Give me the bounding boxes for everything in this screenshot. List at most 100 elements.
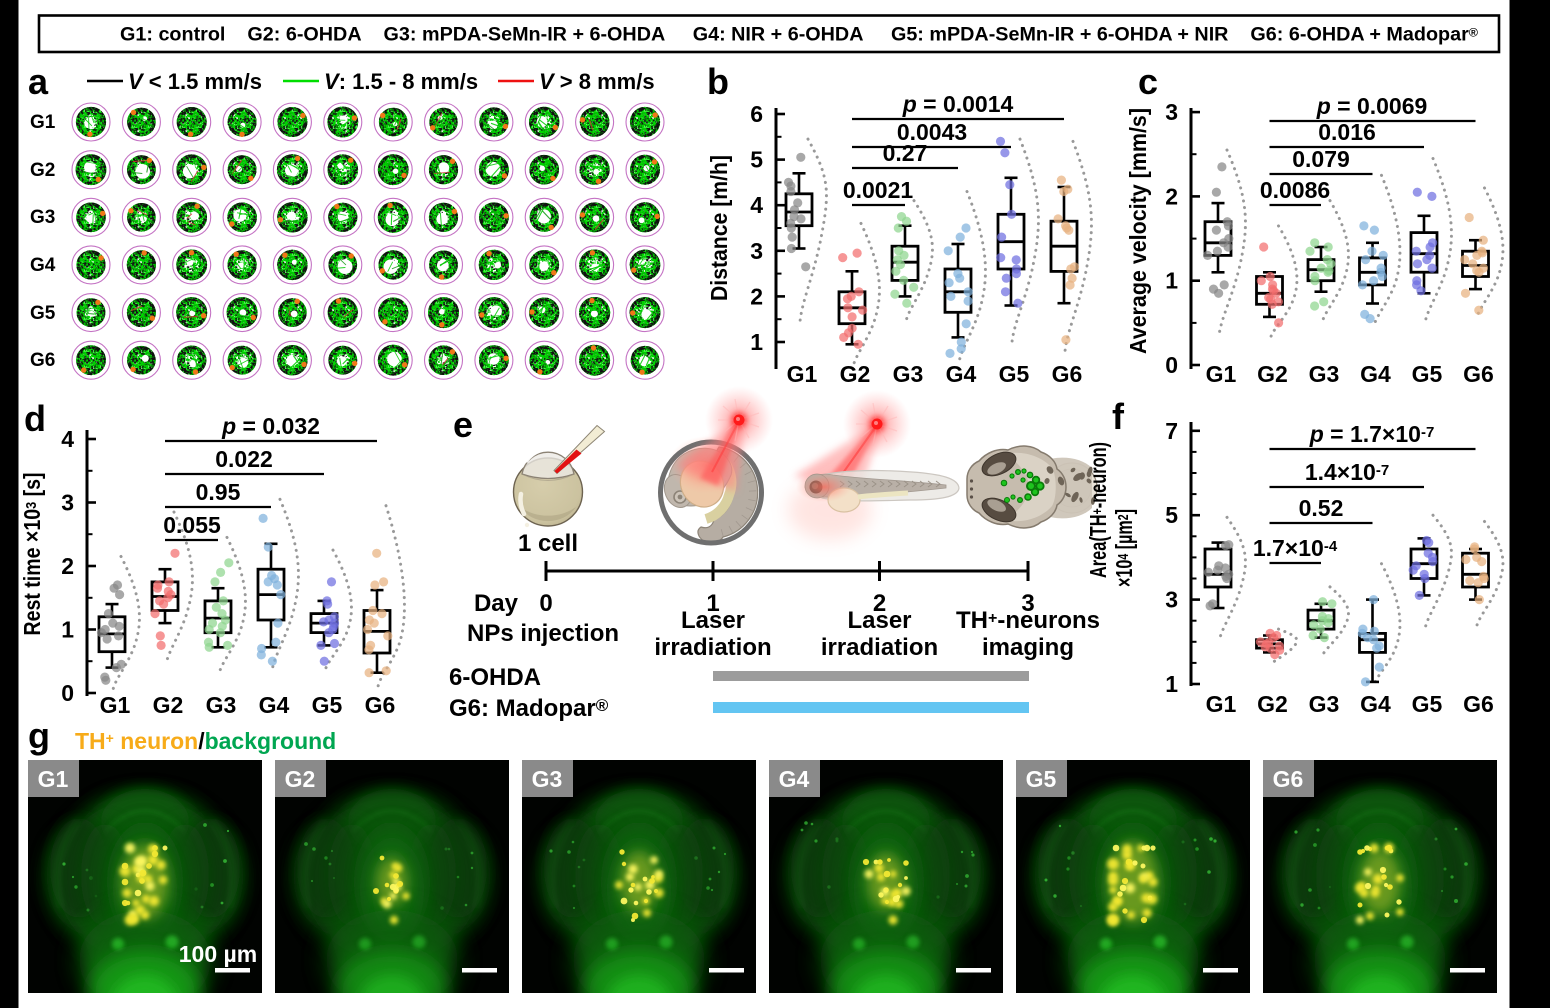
svg-text:0.016: 0.016: [1318, 119, 1376, 145]
svg-text:×104 [µm2]: ×104 [µm2]: [1111, 509, 1137, 587]
svg-text:5: 5: [750, 147, 763, 173]
svg-text:G6: G6: [365, 692, 396, 718]
svg-text:p = 0.0069: p = 0.0069: [1316, 93, 1428, 119]
svg-text:G1: G1: [100, 692, 131, 718]
svg-text:imaging: imaging: [982, 634, 1074, 661]
svg-text:G5: G5: [1412, 361, 1443, 387]
svg-text:0.0086: 0.0086: [1260, 177, 1330, 203]
svg-text:2: 2: [873, 590, 886, 617]
svg-text:p = 0.0014: p = 0.0014: [902, 91, 1014, 117]
svg-text:p = 0.032: p = 0.032: [221, 413, 320, 439]
svg-text:a: a: [28, 61, 49, 102]
svg-text:1: 1: [750, 329, 763, 355]
svg-text:G1: control G2: 6-OHDA G: G1: control G2: 6-OHDA G3: mPDA-SeMn-IR …: [120, 25, 1478, 46]
svg-text:G3: G3: [893, 361, 924, 387]
svg-text:d: d: [24, 398, 46, 439]
svg-text:G1: G1: [30, 112, 56, 133]
svg-text:Distance [m/h]: Distance [m/h]: [706, 155, 732, 301]
svg-text:NPs injection: NPs injection: [467, 620, 619, 647]
svg-text:2: 2: [61, 553, 74, 579]
svg-text:3: 3: [1021, 590, 1034, 617]
svg-text:irradiation: irradiation: [821, 634, 938, 661]
svg-text:1: 1: [61, 617, 74, 643]
svg-text:1: 1: [1165, 268, 1178, 294]
svg-text:0.0043: 0.0043: [897, 119, 967, 145]
svg-text:G2: G2: [1257, 691, 1288, 717]
svg-text:G5: G5: [999, 361, 1030, 387]
svg-text:G3: G3: [1309, 691, 1340, 717]
svg-text:G1: G1: [38, 766, 69, 792]
svg-text:2: 2: [750, 283, 763, 309]
svg-text:G2: G2: [1257, 361, 1288, 387]
svg-text:1.7×10-4: 1.7×10-4: [1253, 535, 1338, 561]
svg-text:G6: G6: [1463, 691, 1494, 717]
svg-text:G3: G3: [532, 766, 563, 792]
svg-text:5: 5: [1165, 502, 1178, 528]
svg-text:G2: G2: [30, 160, 55, 181]
svg-text:G3: G3: [206, 692, 237, 718]
svg-text:G4: G4: [30, 255, 56, 276]
svg-text:0.0021: 0.0021: [843, 177, 914, 203]
svg-text:G6: G6: [30, 350, 55, 371]
svg-text:0.95: 0.95: [196, 479, 241, 505]
svg-text:G4: G4: [259, 692, 290, 718]
svg-text:p = 1.7×10-7: p = 1.7×10-7: [1309, 421, 1435, 447]
svg-text:V > 8 mm/s: V > 8 mm/s: [539, 69, 655, 94]
svg-text:6: 6: [750, 101, 763, 127]
svg-text:7: 7: [1165, 418, 1178, 444]
svg-text:G4: G4: [1360, 361, 1391, 387]
svg-text:3: 3: [1165, 587, 1178, 613]
svg-text:G4: G4: [946, 361, 977, 387]
svg-text:V < 1.5 mm/s: V < 1.5 mm/s: [128, 69, 262, 94]
svg-text:e: e: [453, 404, 473, 445]
svg-text:0: 0: [539, 590, 552, 617]
svg-text:3: 3: [61, 490, 74, 516]
svg-text:1: 1: [1165, 671, 1178, 697]
svg-text:0.022: 0.022: [215, 446, 273, 472]
svg-text:Rest time ×103 [s]: Rest time ×103 [s]: [19, 473, 45, 636]
svg-text:Laser: Laser: [847, 607, 911, 634]
svg-text:100 µm: 100 µm: [179, 941, 257, 967]
svg-text:6-OHDA: 6-OHDA: [449, 664, 541, 691]
svg-text:f: f: [1112, 396, 1125, 437]
svg-text:TH+ neuron/background: TH+ neuron/background: [75, 728, 336, 754]
svg-text:G4: G4: [1360, 691, 1391, 717]
svg-text:1: 1: [706, 590, 719, 617]
svg-text:G1: G1: [787, 361, 818, 387]
svg-text:Laser: Laser: [681, 607, 745, 634]
svg-text:TH+-neurons: TH+-neurons: [956, 607, 1100, 634]
svg-text:0: 0: [1165, 352, 1178, 378]
svg-text:0.079: 0.079: [1292, 146, 1350, 172]
svg-text:0: 0: [61, 680, 74, 706]
svg-text:G5: G5: [1412, 691, 1443, 717]
svg-text:G6: Madopar®: G6: Madopar®: [449, 695, 609, 722]
svg-text:irradiation: irradiation: [654, 634, 771, 661]
svg-text:G2: G2: [840, 361, 871, 387]
svg-text:V: 1.5 - 8 mm/s: V: 1.5 - 8 mm/s: [324, 69, 478, 94]
svg-text:G6: G6: [1463, 361, 1494, 387]
svg-text:Day: Day: [474, 590, 519, 617]
svg-text:G2: G2: [153, 692, 184, 718]
svg-text:2: 2: [1165, 183, 1178, 209]
svg-text:4: 4: [750, 192, 763, 218]
svg-text:4: 4: [61, 426, 74, 452]
svg-text:3: 3: [1165, 99, 1178, 125]
svg-text:G1: G1: [1206, 691, 1237, 717]
svg-text:G5: G5: [312, 692, 343, 718]
svg-text:0.27: 0.27: [883, 140, 928, 166]
svg-text:c: c: [1138, 61, 1158, 102]
svg-text:1.4×10-7: 1.4×10-7: [1305, 459, 1389, 485]
svg-text:0.52: 0.52: [1299, 495, 1344, 521]
svg-text:G3: G3: [30, 207, 55, 228]
svg-text:G5: G5: [30, 303, 56, 324]
svg-text:G1: G1: [1206, 361, 1237, 387]
svg-text:G6: G6: [1052, 361, 1083, 387]
svg-text:G2: G2: [285, 766, 316, 792]
svg-text:G5: G5: [1026, 766, 1057, 792]
svg-text:g: g: [28, 715, 50, 756]
svg-text:G6: G6: [1273, 766, 1304, 792]
svg-text:G3: G3: [1309, 361, 1340, 387]
svg-text:b: b: [707, 61, 729, 102]
svg-text:Average velocity [mm/s]: Average velocity [mm/s]: [1125, 108, 1151, 354]
svg-text:0.055: 0.055: [163, 512, 221, 538]
